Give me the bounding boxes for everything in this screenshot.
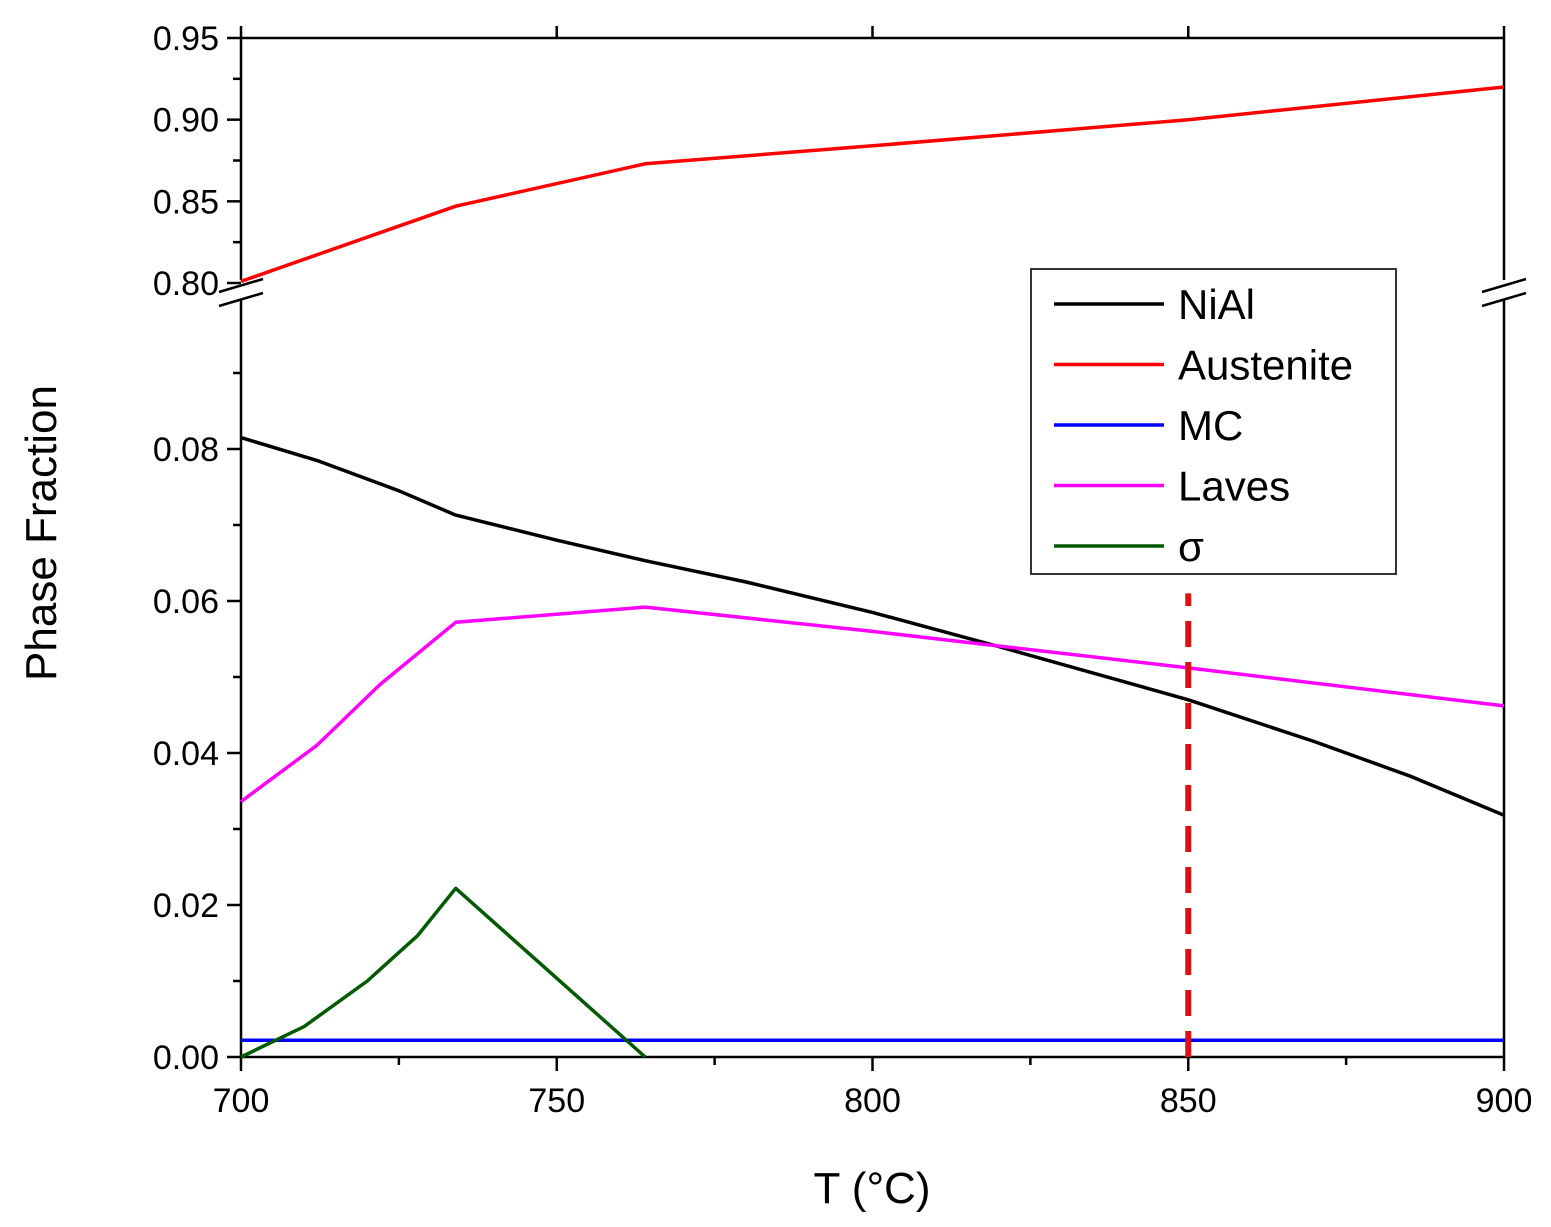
y-upper-tick-label: 0.80 [153,265,219,303]
x-tick-label: 800 [844,1082,901,1120]
x-tick-label: 750 [528,1082,585,1120]
y-lower-tick-label: 0.08 [153,431,219,469]
x-tick-label: 900 [1476,1082,1533,1120]
legend-label-nial: NiAl [1178,281,1255,328]
y-upper-tick-label: 0.85 [153,183,219,221]
y-upper-tick-label: 0.90 [153,102,219,140]
series-line-laves [239,605,1505,804]
left-break-mark-1 [218,277,264,294]
left-break-mark-2 [218,291,264,308]
ticks-layer: 700 750 800 850 900 0.80 0.85 0.90 0.95 0.00 0.02 0… [153,20,1533,1120]
y-lower-tick-label: 0.00 [153,1039,219,1077]
x-tick-label: 850 [1160,1082,1217,1120]
right-break-mark-2 [1481,291,1527,308]
legend-label-austenite: Austenite [1178,342,1353,389]
legend-label-mc: MC [1178,402,1243,449]
x-tick-label: 700 [213,1082,270,1120]
y-lower-tick-label: 0.04 [153,735,219,773]
legend-label-sigma: σ [1178,523,1204,570]
legend-label-laves: Laves [1178,463,1290,510]
legend-box [1030,268,1397,575]
legend: NiAl Austenite MC Laves σ [1030,268,1397,575]
series-line-sigma [240,886,647,1059]
axis-break-marks [218,277,1527,308]
series-line-nial [240,435,1505,817]
y-axis-label: Phase Fraction [17,385,66,681]
x-axis-label: T (°C) [814,1164,931,1213]
right-break-mark-1 [1481,277,1527,294]
y-upper-tick-label: 0.95 [153,20,219,58]
series-line-austenite [240,85,1505,284]
y-lower-tick-label: 0.02 [153,887,219,925]
series-layer [239,85,1505,1059]
y-lower-tick-label: 0.06 [153,583,219,621]
